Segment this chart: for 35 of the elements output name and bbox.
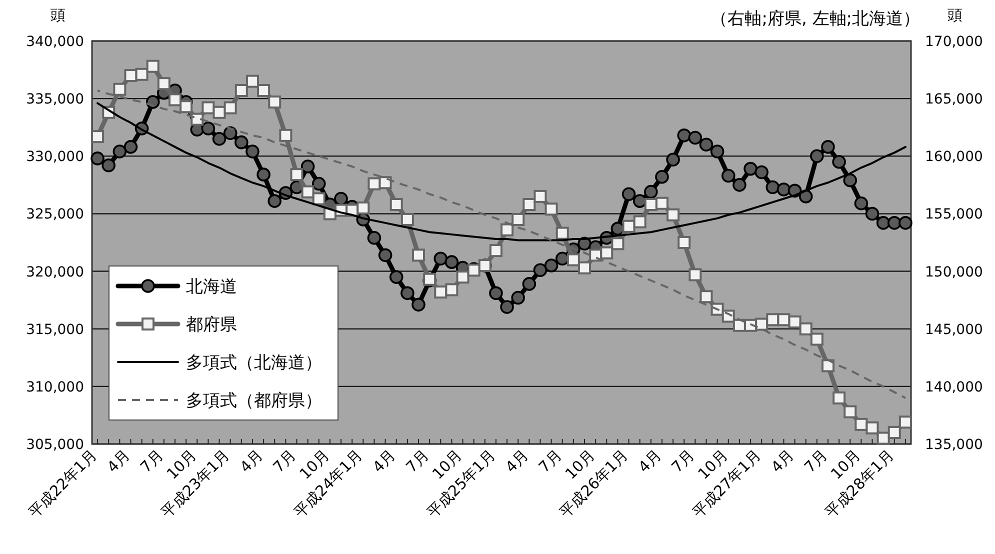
y-tick-label: 340,000 xyxy=(26,34,84,50)
y2-tick-label: 155,000 xyxy=(925,206,983,223)
x-tick-label: 4月 xyxy=(103,446,134,476)
y2-axis-title: 頭 xyxy=(948,6,962,24)
y2-tick-label: 165,000 xyxy=(925,92,983,108)
legend-label: 北海道 xyxy=(186,277,237,297)
x-tick-label: 4月 xyxy=(369,446,400,476)
y-tick-label: 315,000 xyxy=(26,322,84,338)
y-tick-label: 305,000 xyxy=(26,437,84,453)
y-tick-label: 320,000 xyxy=(26,264,84,280)
x-tick-label: 4月 xyxy=(502,446,532,476)
y2-tick-label: 140,000 xyxy=(925,379,983,396)
y-axis-title: 頭 xyxy=(50,6,66,24)
legend-label: 多項式（北海道） xyxy=(186,353,322,373)
y-tick-label: 335,000 xyxy=(26,92,84,108)
x-tick-label: 7月 xyxy=(535,446,566,476)
y-tick-label: 310,000 xyxy=(26,379,84,396)
y2-tick-label: 160,000 xyxy=(925,149,983,166)
x-tick-label: 4月 xyxy=(768,446,798,476)
x-tick-label: 7月 xyxy=(136,446,167,476)
x-tick-label: 7月 xyxy=(800,446,831,476)
y2-tick-label: 170,000 xyxy=(925,34,983,50)
x-tick-label: 4月 xyxy=(236,446,266,476)
y-tick-label: 325,000 xyxy=(26,206,84,223)
x-tick-label: 7月 xyxy=(668,446,698,476)
legend-label: 多項式（都府県） xyxy=(186,391,322,411)
x-tick-label: 7月 xyxy=(269,446,300,476)
y2-tick-label: 135,000 xyxy=(925,437,983,453)
legend-label: 都府県 xyxy=(186,315,237,335)
y2-tick-label: 150,000 xyxy=(925,264,983,280)
y-tick-label: 330,000 xyxy=(26,149,84,166)
y2-tick-label: 145,000 xyxy=(925,322,983,338)
x-tick-label: 4月 xyxy=(634,446,665,476)
x-tick-label: 7月 xyxy=(402,446,432,476)
text: （右軸;府県, 左軸;北海道） xyxy=(710,9,920,29)
